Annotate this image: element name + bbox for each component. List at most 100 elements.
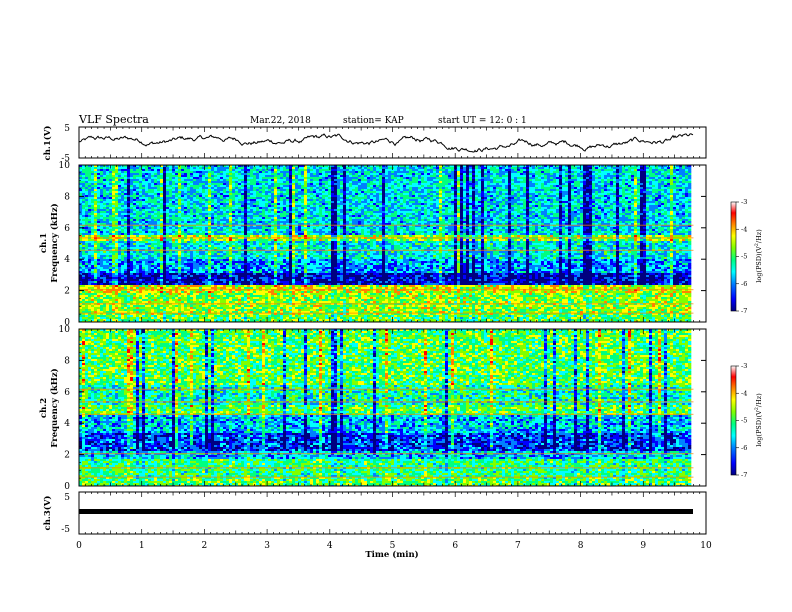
heatmap-cell — [622, 167, 626, 170]
heatmap-cell — [679, 185, 683, 188]
heatmap-cell — [310, 173, 314, 176]
heatmap-cell — [361, 209, 365, 212]
heatmap-cell — [334, 179, 338, 182]
heatmap-cell — [454, 203, 458, 206]
heatmap-cell — [307, 183, 311, 186]
heatmap-cell — [619, 185, 623, 188]
heatmap-cell — [202, 169, 206, 172]
heatmap-cell — [346, 213, 350, 216]
heatmap-cell — [178, 197, 182, 200]
heatmap-cell — [235, 197, 239, 200]
heatmap-cell — [589, 169, 593, 172]
heatmap-cell — [352, 213, 356, 216]
heatmap-cell — [346, 169, 350, 172]
heatmap-cell — [268, 199, 272, 202]
heatmap-cell — [310, 203, 314, 206]
heatmap-cell — [199, 211, 203, 214]
heatmap-cell — [88, 187, 92, 190]
heatmap-cell — [205, 177, 209, 180]
heatmap-cell — [682, 189, 686, 192]
heatmap-cell — [529, 197, 533, 200]
heatmap-cell — [505, 167, 509, 170]
heatmap-cell — [436, 181, 440, 184]
heatmap-cell — [193, 209, 197, 212]
heatmap-cell — [88, 205, 92, 208]
heatmap-cell — [349, 181, 353, 184]
heatmap-cell — [319, 185, 323, 188]
heatmap-cell — [577, 203, 581, 206]
heatmap-cell — [349, 167, 353, 170]
heatmap-cell — [91, 207, 95, 210]
heatmap-cell — [550, 207, 554, 210]
heatmap-cell — [517, 197, 521, 200]
heatmap-cell — [283, 165, 287, 168]
heatmap-cell — [451, 207, 455, 210]
heatmap-cell — [556, 205, 560, 208]
heatmap-cell — [121, 179, 125, 182]
heatmap-cell — [613, 185, 617, 188]
heatmap-cell — [247, 191, 251, 194]
heatmap-cell — [79, 177, 83, 180]
heatmap-cell — [115, 213, 119, 216]
heatmap-cell — [505, 211, 509, 214]
heatmap-cell — [586, 193, 590, 196]
heatmap-cell — [328, 171, 332, 174]
heatmap-cell — [595, 165, 599, 168]
heatmap-cell — [352, 207, 356, 210]
heatmap-cell — [181, 201, 185, 204]
heatmap-cell — [559, 189, 563, 192]
heatmap-cell — [685, 207, 689, 210]
heatmap-cell — [487, 169, 491, 172]
heatmap-cell — [385, 199, 389, 202]
heatmap-cell — [307, 171, 311, 174]
heatmap-cell — [298, 205, 302, 208]
heatmap-cell — [250, 171, 254, 174]
heatmap-cell — [100, 177, 104, 180]
heatmap-cell — [160, 175, 164, 178]
heatmap-cell — [121, 199, 125, 202]
heatmap-cell — [142, 181, 146, 184]
heatmap-cell — [295, 183, 299, 186]
heatmap-cell — [319, 175, 323, 178]
heatmap-cell — [310, 211, 314, 214]
heatmap-cell — [412, 185, 416, 188]
heatmap-cell — [610, 187, 614, 190]
heatmap-cell — [451, 211, 455, 214]
heatmap-cell — [382, 181, 386, 184]
heatmap-cell — [184, 209, 188, 212]
heatmap-cell — [502, 183, 506, 186]
heatmap-cell — [349, 193, 353, 196]
heatmap-cell — [202, 191, 206, 194]
heatmap-cell — [628, 191, 632, 194]
heatmap-cell — [679, 199, 683, 202]
heatmap-cell — [190, 173, 194, 176]
heatmap-cell — [655, 175, 659, 178]
heatmap-cell — [673, 211, 677, 214]
heatmap-cell — [613, 193, 617, 196]
heatmap-cell — [577, 195, 581, 198]
heatmap-cell — [652, 199, 656, 202]
heatmap-cell — [613, 173, 617, 176]
heatmap-cell — [370, 207, 374, 210]
heatmap-cell — [238, 197, 242, 200]
heatmap-cell — [241, 197, 245, 200]
heatmap-cell — [286, 191, 290, 194]
heatmap-cell — [673, 209, 677, 212]
heatmap-cell — [610, 185, 614, 188]
heatmap-cell — [274, 173, 278, 176]
heatmap-cell — [208, 189, 212, 192]
heatmap-cell — [190, 211, 194, 214]
heatmap-cell — [400, 205, 404, 208]
heatmap-cell — [586, 165, 590, 168]
heatmap-cell — [172, 187, 176, 190]
heatmap-cell — [238, 181, 242, 184]
heatmap-cell — [397, 173, 401, 176]
heatmap-cell — [154, 199, 158, 202]
heatmap-cell — [229, 187, 233, 190]
heatmap-cell — [97, 177, 101, 180]
heatmap-cell — [610, 211, 614, 214]
heatmap-cell — [382, 167, 386, 170]
heatmap-cell — [172, 185, 176, 188]
heatmap-cell — [403, 191, 407, 194]
heatmap-cell — [514, 173, 518, 176]
